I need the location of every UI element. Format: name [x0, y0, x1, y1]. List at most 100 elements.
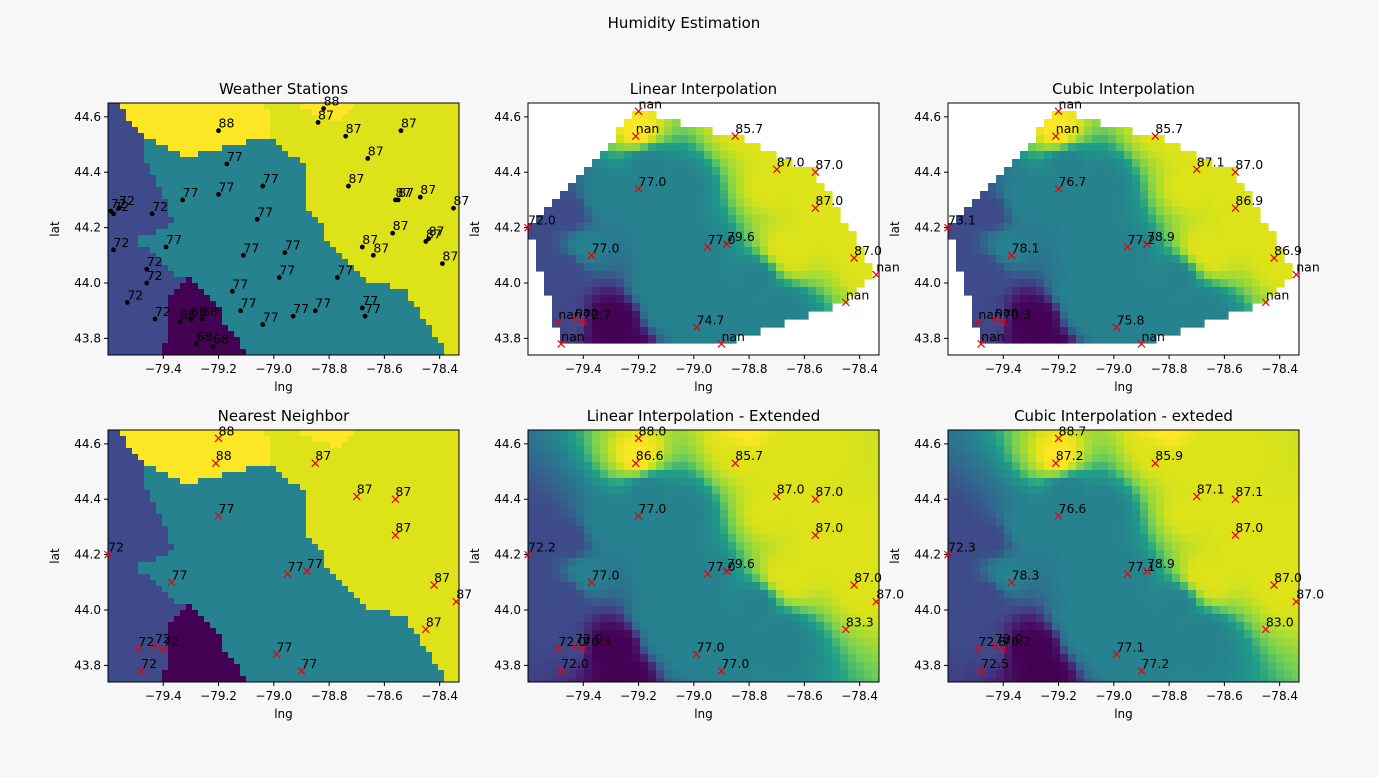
data-label: nan — [995, 304, 1019, 319]
data-label: 72.0 — [558, 634, 586, 649]
data-label: 72 — [141, 656, 157, 671]
data-label: 77 — [241, 296, 257, 311]
data-label: 68 — [213, 332, 229, 347]
station-marker — [272, 650, 281, 659]
data-label: nan — [561, 329, 585, 344]
data-label: nan — [1056, 121, 1080, 136]
x-tick-label: −79.4 — [985, 689, 1022, 703]
data-label: 77.0 — [639, 174, 667, 189]
station-point — [359, 305, 365, 311]
data-label: 77 — [243, 240, 259, 255]
data-label: 72 — [155, 631, 171, 646]
data-label: 87 — [348, 171, 364, 186]
data-label: 77.2 — [1141, 656, 1169, 671]
data-label: 72 — [138, 634, 154, 649]
station-marker — [214, 511, 223, 520]
data-label: 87.0 — [815, 484, 843, 499]
station-marker — [772, 165, 781, 174]
station-point — [224, 161, 230, 167]
data-label: 72.7 — [583, 307, 611, 322]
data-label: 77 — [285, 238, 301, 253]
x-tick-label: −79.2 — [620, 689, 657, 703]
station-point — [365, 155, 371, 161]
station-marker — [731, 132, 740, 141]
data-label: 77 — [227, 149, 243, 164]
data-label: 77 — [307, 556, 323, 571]
station-marker — [999, 644, 1008, 653]
station-point — [188, 316, 194, 322]
data-label: 77 — [315, 296, 331, 311]
x-tick-label: −78.4 — [1261, 362, 1298, 376]
station-marker — [1054, 511, 1063, 520]
station-marker — [1137, 666, 1146, 675]
y-tick-label: 43.8 — [914, 331, 941, 345]
station-marker — [311, 459, 320, 468]
station-marker — [944, 223, 952, 232]
data-label: 87 — [453, 193, 469, 208]
station-marker — [137, 666, 146, 675]
x-tick-label: −78.8 — [731, 689, 768, 703]
field-p6 — [948, 430, 1299, 682]
station-marker — [1123, 243, 1132, 251]
station-point — [194, 341, 199, 347]
data-label: nan — [721, 329, 745, 344]
data-label: 87 — [368, 143, 384, 158]
data-label: 72 — [114, 235, 130, 250]
data-label: 87.0 — [876, 587, 904, 602]
station-point — [451, 205, 456, 211]
station-marker — [1054, 434, 1063, 443]
station-point — [216, 191, 221, 197]
station-marker — [723, 567, 731, 576]
data-label: 78.3 — [1012, 567, 1040, 582]
data-label: 88.7 — [1059, 423, 1087, 438]
station-marker — [1192, 165, 1201, 174]
x-tick-label: −78.4 — [1261, 689, 1298, 703]
station-point — [163, 244, 169, 250]
data-label: 87.0 — [854, 243, 882, 258]
station-marker — [811, 204, 820, 213]
x-tick-label: −78.6 — [786, 362, 823, 376]
x-tick-label: −78.6 — [786, 689, 823, 703]
station-marker — [703, 570, 712, 578]
station-point — [315, 119, 321, 125]
data-label: 87.1 — [1197, 481, 1225, 496]
y-axis-label: lat — [48, 221, 62, 237]
station-marker — [1051, 459, 1060, 468]
station-marker — [850, 254, 859, 263]
station-marker — [991, 315, 999, 323]
station-marker — [283, 570, 292, 578]
data-label: 76.6 — [1059, 501, 1087, 516]
data-label: 87.0 — [777, 481, 805, 496]
data-label: 77 — [232, 276, 248, 291]
data-label: 87.1 — [1197, 154, 1225, 169]
station-point — [144, 266, 150, 272]
station-point — [276, 275, 282, 280]
station-marker — [872, 270, 881, 279]
x-tick-label: −78.8 — [1151, 362, 1188, 376]
station-marker — [587, 578, 596, 587]
data-label: 83.3 — [846, 614, 874, 629]
data-label: 87 — [401, 116, 417, 131]
x-tick-label: −79.0 — [675, 689, 712, 703]
y-tick-label: 44.2 — [914, 221, 941, 235]
data-label: 77.0 — [721, 656, 749, 671]
station-point — [254, 216, 260, 222]
station-marker — [557, 339, 566, 348]
data-label: 77 — [183, 185, 199, 200]
station-marker — [1231, 168, 1240, 177]
y-tick-label: 43.8 — [494, 658, 521, 672]
station-marker — [692, 650, 701, 659]
station-point — [417, 194, 423, 200]
station-marker — [1143, 567, 1151, 576]
data-label: 78.1 — [1012, 240, 1040, 255]
x-tick-label: −79.2 — [1040, 689, 1077, 703]
data-label: 72.3 — [948, 540, 976, 555]
data-label: 77 — [293, 301, 309, 316]
station-marker — [692, 323, 701, 332]
x-tick-label: −78.8 — [1151, 689, 1188, 703]
data-label: 86.9 — [1235, 193, 1263, 208]
data-label: 87 — [429, 224, 445, 239]
y-tick-label: 44.2 — [914, 548, 941, 562]
station-marker — [1151, 459, 1160, 468]
y-axis-label: lat — [888, 221, 902, 237]
